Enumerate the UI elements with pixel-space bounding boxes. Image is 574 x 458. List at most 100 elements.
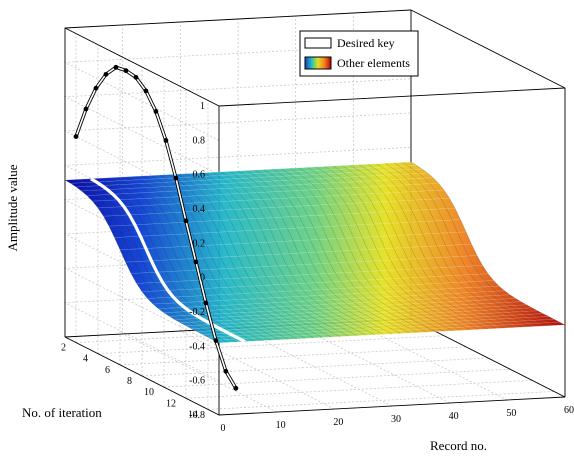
x-tick-label: 0 [221, 423, 226, 434]
surface-mesh-col [289, 168, 444, 332]
surface-mesh-col [246, 170, 401, 334]
desired-key-point [233, 385, 239, 391]
y-tick-label: 8 [127, 376, 132, 387]
y-tick-label: 6 [105, 365, 110, 376]
legend-other-elements-swatch [304, 56, 332, 70]
desired-key-point [203, 300, 209, 306]
legend-desired-key-label: Desired key [337, 36, 395, 50]
surface-mesh [64, 161, 566, 344]
axis-box-edge [64, 336, 220, 416]
y-tick-label: 4 [83, 354, 88, 365]
surface-mesh-col [393, 162, 548, 326]
desired-key-point [103, 71, 109, 77]
surface-mesh-row [196, 313, 544, 332]
desired-key-point [183, 218, 189, 224]
surface-mesh-row [163, 294, 511, 313]
y-tick-label: 10 [144, 387, 154, 398]
surface-mesh-row [158, 290, 505, 309]
surface-mesh-col [237, 170, 393, 335]
axis-box-edge [64, 27, 220, 107]
grid-line-x-floor [122, 333, 277, 413]
axis-ticks: -0.8-0.6-0.4-0.200.20.40.60.810 10 20 30 40 5… [61, 101, 574, 434]
surface-mesh-col [341, 165, 496, 329]
surface-mesh-col [229, 171, 384, 335]
grid-line-y-floor [163, 368, 511, 388]
surface-mesh-col [134, 176, 289, 340]
surface-mesh-col [333, 165, 488, 330]
surface-mesh-col [263, 169, 418, 333]
legend-desired-key-swatch [304, 37, 332, 49]
x-tick-label: 20 [333, 417, 343, 428]
x-axis-label: Record no. [430, 438, 487, 453]
axis-box-front-edge [218, 87, 566, 107]
surface-mesh-row [114, 219, 461, 238]
desired-key-point [163, 138, 169, 143]
desired-key-series [73, 64, 239, 391]
grid-line-x-floor [295, 324, 450, 404]
surface-mesh-col [151, 175, 306, 339]
z-tick-label: 0.6 [193, 170, 206, 181]
z-tick-label: 0.8 [193, 135, 206, 146]
grid-line-x-floor [237, 327, 393, 407]
surface-mesh-col [367, 164, 522, 328]
surface-mesh-row [103, 198, 450, 217]
axis-box-edge [410, 318, 566, 398]
surface-mesh-col [410, 161, 566, 326]
x-tick-label: 10 [276, 420, 286, 431]
surface-mesh-row [70, 165, 417, 184]
z-tick-label: 0.4 [193, 204, 206, 215]
surface-mesh-col [307, 167, 462, 331]
surface-mesh-row [185, 307, 533, 326]
surface-mesh-row [152, 285, 500, 305]
surface-mesh-col [315, 166, 470, 330]
surface-mesh-col [203, 172, 358, 336]
z-tick-label: -0.4 [189, 341, 205, 352]
desired-key-point [93, 85, 99, 91]
desired-key-point [143, 88, 149, 94]
surface-mesh-col [376, 163, 531, 327]
surface-mesh-col [64, 179, 220, 344]
x-tick-label: 50 [506, 408, 516, 419]
surface-mesh-col [177, 174, 332, 338]
surface-mesh-col [212, 172, 367, 336]
surface-mesh-row [97, 189, 445, 209]
surface-mesh-row [119, 231, 467, 251]
y-tick-label: 14 [188, 409, 198, 420]
surface-mesh-row [207, 319, 555, 338]
surface-mesh-row [202, 316, 549, 335]
grid-line-y-floor [119, 346, 467, 366]
grid-line-y-floor [97, 335, 445, 355]
surface-mesh-col [402, 162, 557, 326]
grid-line-x-floor [180, 330, 335, 410]
surface-mesh-row [86, 177, 434, 196]
surface-mesh-col [350, 165, 505, 329]
surface-mesh-row [130, 255, 478, 274]
surface-mesh-col [82, 178, 237, 343]
legend-other-elements-label: Other elements [337, 56, 410, 70]
desired-key-point [133, 74, 139, 80]
z-tick-label: 0.2 [193, 238, 206, 249]
z-tick-label: -0.2 [189, 307, 205, 318]
axis-box-front-edge [410, 9, 566, 89]
surface-fill [65, 162, 565, 343]
grid-line-y-floor [185, 379, 533, 399]
surface-mesh-row [108, 207, 456, 227]
z-tick-label: 0 [200, 273, 205, 284]
desired-key-point [83, 106, 89, 112]
z-tick-label: -0.6 [189, 376, 205, 387]
surface-mesh-col [186, 173, 341, 337]
surface-mesh-row [64, 161, 412, 181]
desired-key-point [213, 338, 219, 343]
surface-mesh-row [191, 310, 538, 329]
grid-line-y-floor [207, 391, 555, 410]
y-axis-label: No. of iteration [22, 405, 102, 420]
surface-mesh-row [125, 243, 472, 263]
grid-line-x-floor [353, 321, 508, 401]
desired-key-point [193, 259, 199, 265]
z-axis-label: Amplitude value [5, 164, 20, 251]
surface-mesh-row [180, 304, 527, 323]
surface-mesh-row [169, 298, 516, 317]
surface-mesh-col [324, 166, 479, 330]
surface-mesh-col [272, 169, 427, 333]
